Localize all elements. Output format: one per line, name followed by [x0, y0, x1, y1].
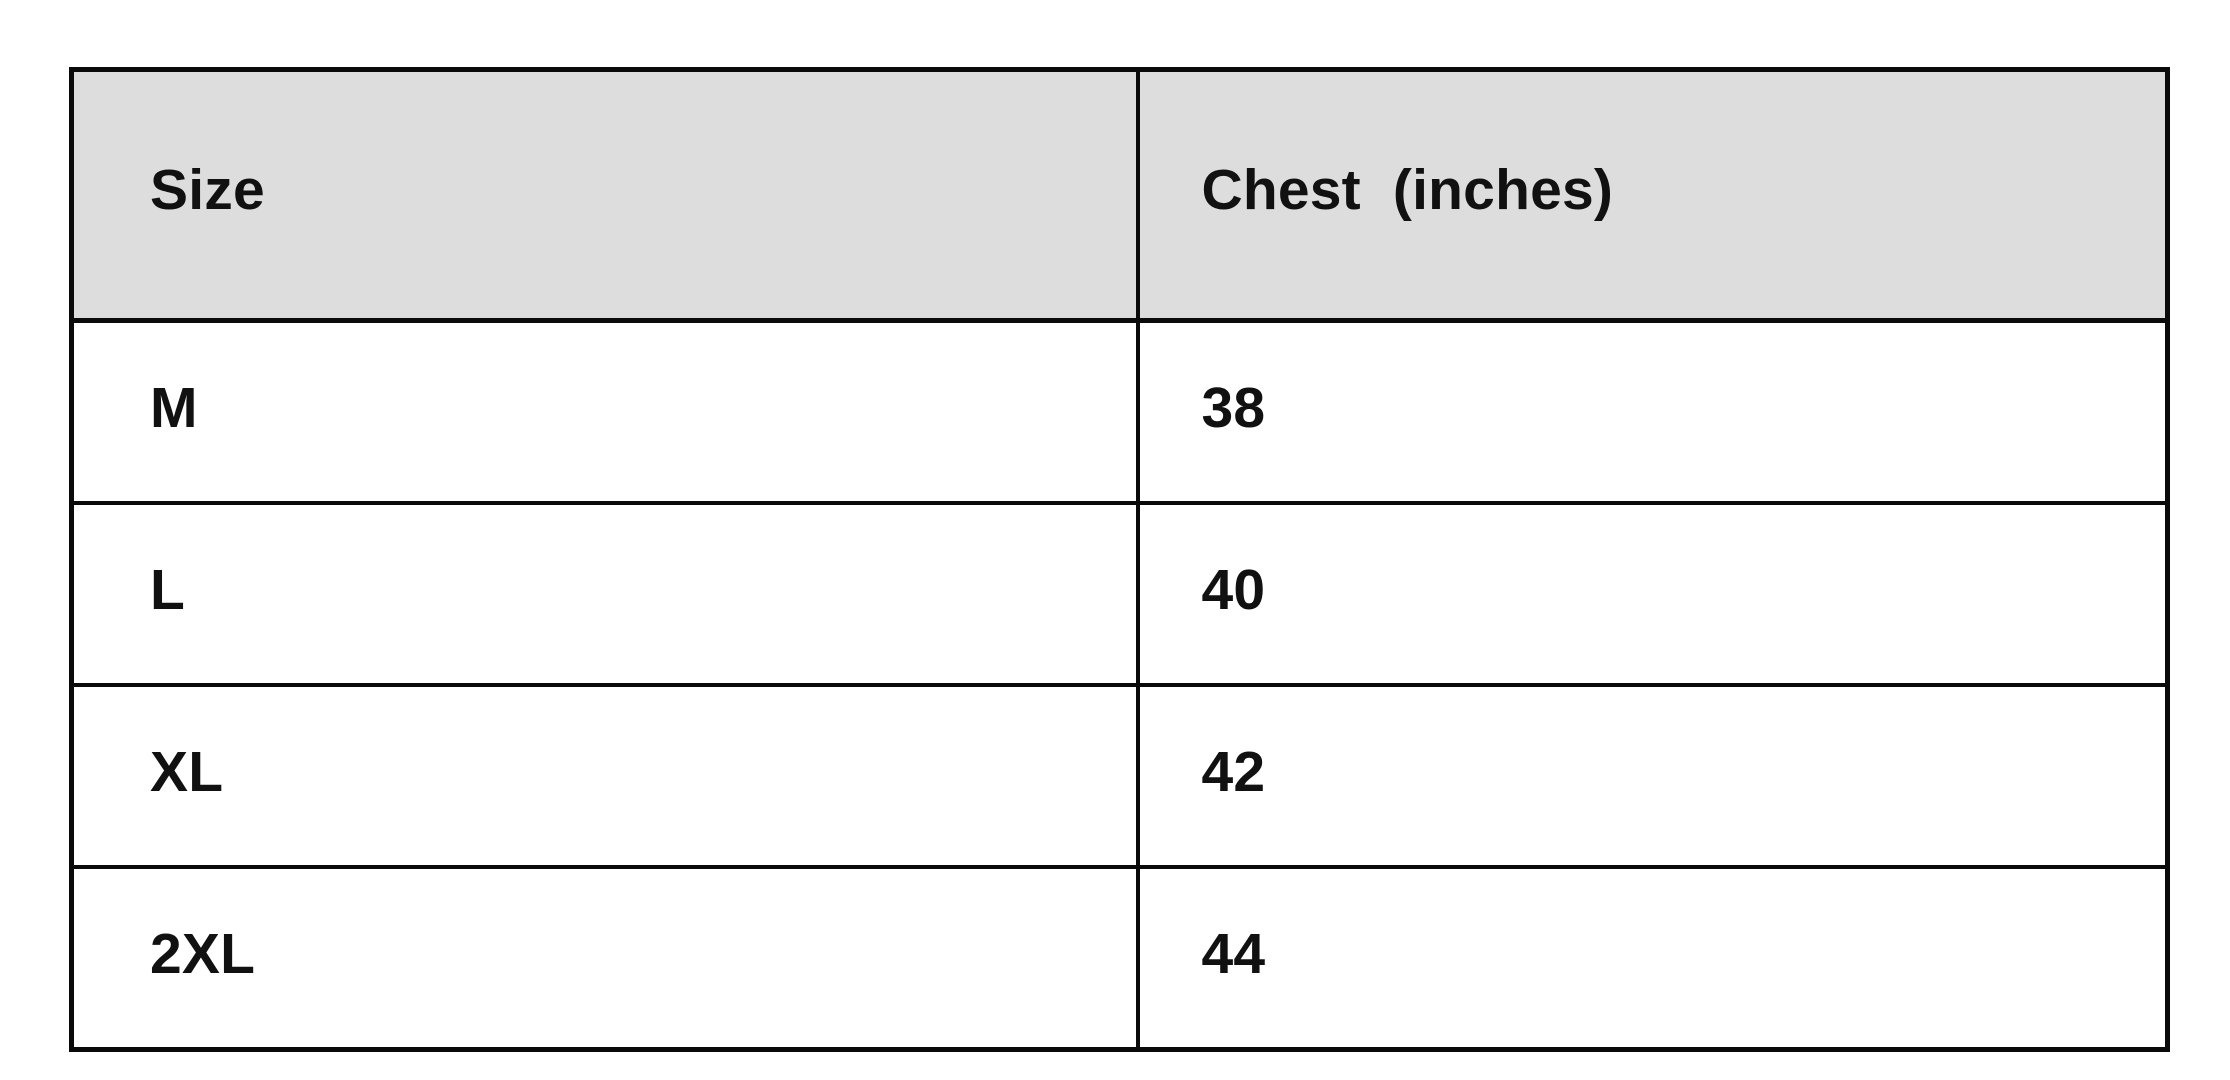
cell-chest-value: 40: [1201, 557, 1266, 622]
cell-chest: 40: [1135, 501, 2168, 685]
cell-size: XL: [71, 683, 1138, 867]
column-header-chest: Chest (inches): [1135, 69, 2168, 323]
column-header-size-label: Size: [150, 157, 265, 222]
column-header-chest-label: Chest (inches): [1201, 157, 1614, 222]
size-chart-table: Size Chest (inches) M 38 L: [69, 67, 2170, 1052]
table-row: M 38: [71, 320, 2168, 503]
cell-size: M: [71, 320, 1138, 503]
cell-size-value: L: [150, 557, 186, 622]
cell-chest-value: 44: [1201, 921, 1266, 986]
table-row: XL 42: [71, 683, 2168, 867]
cell-size-value: 2XL: [150, 921, 256, 986]
cell-chest-value: 38: [1201, 375, 1266, 440]
cell-chest: 42: [1135, 683, 2168, 867]
table-body: M 38 L 40 XL 42: [71, 320, 2168, 1050]
cell-size-value: M: [150, 375, 198, 440]
table-row: L 40: [71, 501, 2168, 685]
cell-size: L: [71, 501, 1138, 685]
column-header-size: Size: [71, 69, 1138, 323]
table-header: Size Chest (inches): [71, 69, 2168, 323]
cell-chest: 38: [1135, 320, 2168, 503]
cell-chest-value: 42: [1201, 739, 1266, 804]
table-row: 2XL 44: [71, 865, 2168, 1050]
cell-size-value: XL: [150, 739, 224, 804]
cell-size: 2XL: [71, 865, 1138, 1050]
cell-chest: 44: [1135, 865, 2168, 1050]
table-header-row: Size Chest (inches): [71, 69, 2168, 323]
